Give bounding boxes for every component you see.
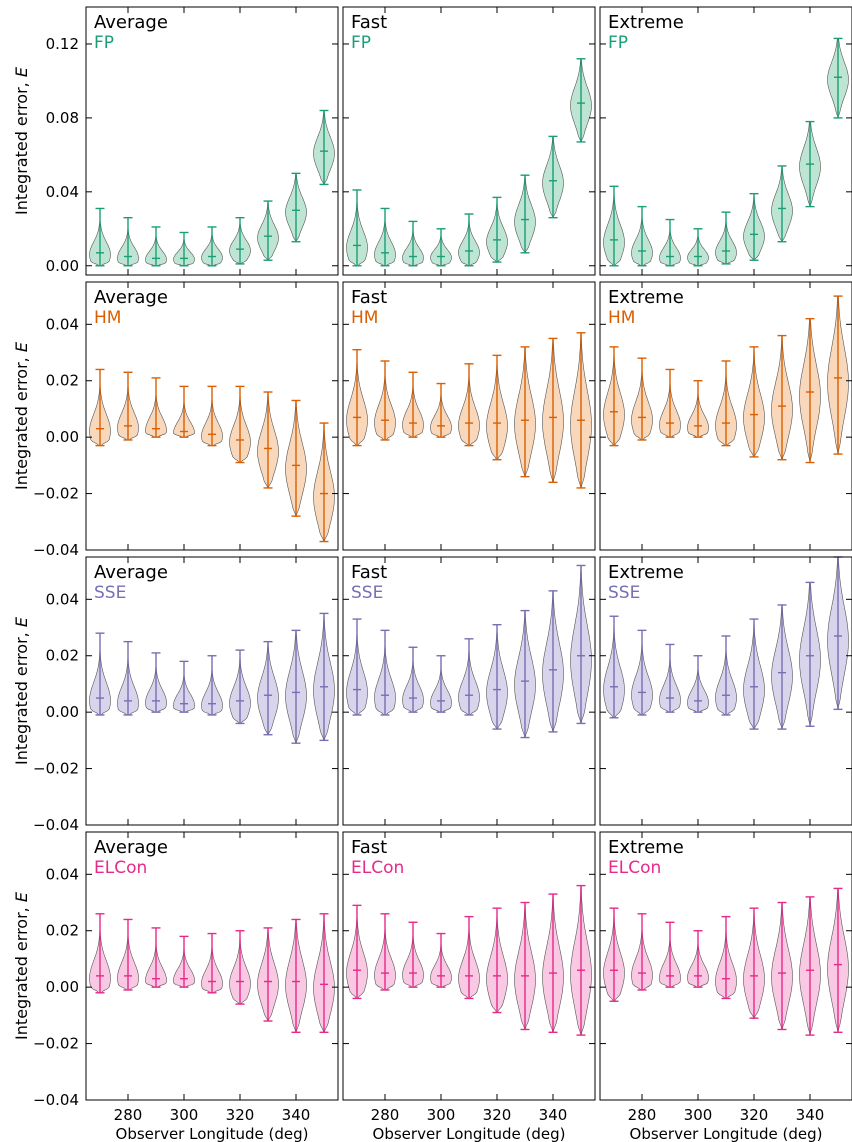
model-label: ELCon [351, 858, 404, 878]
scenario-label: Average [94, 12, 168, 33]
y-axis-label: Integrated error, E [12, 341, 31, 490]
x-tick-label: 320 [226, 1106, 255, 1124]
panel-frame [342, 281, 596, 551]
panel-frame [85, 281, 339, 551]
y-tick-label: 0.08 [46, 109, 79, 127]
scenario-label: Average [94, 837, 168, 858]
scenario-label: Extreme [608, 12, 684, 33]
y-tick-label: −0.04 [33, 1091, 79, 1109]
x-tick-label: 320 [740, 1106, 769, 1124]
x-tick-label: 300 [684, 1106, 713, 1124]
model-label: FP [608, 33, 628, 53]
y-tick-label: 0.02 [46, 372, 79, 390]
scenario-label: Extreme [608, 562, 684, 583]
y-axis-label-variable: E [12, 66, 31, 77]
x-axis-label: Observer Longitude (deg) [373, 1125, 566, 1142]
x-axis-label: Observer Longitude (deg) [630, 1125, 823, 1142]
model-label: SSE [94, 583, 126, 603]
y-axis-label-text: Integrated error, [12, 352, 31, 490]
panel-frame [599, 831, 852, 1101]
y-axis-label-variable: E [12, 891, 31, 902]
y-tick-label: 0.12 [46, 35, 79, 53]
model-label: HM [94, 308, 121, 328]
y-axis-label: Integrated error, E [12, 616, 31, 765]
model-label: ELCon [608, 858, 661, 878]
scenario-label: Fast [351, 562, 387, 583]
y-tick-label: 0.00 [46, 428, 79, 446]
model-label: ELCon [94, 858, 147, 878]
y-axis-label-text: Integrated error, [12, 902, 31, 1040]
panel-frame [342, 556, 596, 826]
y-tick-label: 0.04 [46, 183, 79, 201]
y-tick-label: −0.02 [33, 1035, 79, 1053]
scenario-label: Extreme [608, 837, 684, 858]
model-label: HM [608, 308, 635, 328]
x-tick-label: 340 [282, 1106, 311, 1124]
y-tick-label: 0.04 [46, 865, 79, 883]
y-tick-label: 0.02 [46, 647, 79, 665]
panel-frame [599, 281, 852, 551]
scenario-label: Fast [351, 837, 387, 858]
y-axis-label: Integrated error, E [12, 66, 31, 215]
x-tick-label: 300 [427, 1106, 456, 1124]
x-tick-label: 280 [371, 1106, 400, 1124]
panel-grid: 0.000.040.080.12AverageFPFastFPExtremeFP… [12, 6, 852, 1142]
scenario-label: Extreme [608, 287, 684, 308]
panel-frame [85, 556, 339, 826]
model-label: SSE [351, 583, 383, 603]
x-tick-label: 340 [539, 1106, 568, 1124]
scenario-label: Fast [351, 287, 387, 308]
y-tick-label: 0.02 [46, 922, 79, 940]
panel-elcon-average: −0.04 −0.02 0.00 0.02 0.04 280 300 320 340 Averag… [33, 831, 339, 1142]
x-tick-label: 320 [483, 1106, 512, 1124]
y-axis-label-variable: E [12, 616, 31, 627]
y-tick-label: −0.04 [33, 816, 79, 834]
model-label: HM [351, 308, 378, 328]
panel-frame [342, 6, 596, 276]
y-axis-label-variable: E [12, 341, 31, 352]
y-tick-label: 0.04 [46, 315, 79, 333]
panel-frame [599, 556, 852, 826]
panel-frame [342, 831, 596, 1101]
y-tick-label: 0.00 [46, 703, 79, 721]
y-tick-label: 0.00 [46, 257, 79, 275]
x-tick-label: 280 [628, 1106, 657, 1124]
model-label: FP [351, 33, 371, 53]
scenario-label: Average [94, 287, 168, 308]
y-axis-label-text: Integrated error, [12, 627, 31, 765]
panel-frame [599, 6, 852, 276]
scenario-label: Average [94, 562, 168, 583]
model-label: SSE [608, 583, 640, 603]
panel-frame [85, 831, 339, 1101]
y-tick-label: −0.02 [33, 485, 79, 503]
scenario-label: Fast [351, 12, 387, 33]
panel-frame [85, 6, 339, 276]
y-tick-label: 0.00 [46, 978, 79, 996]
y-tick-label: −0.04 [33, 541, 79, 559]
x-tick-label: 280 [114, 1106, 143, 1124]
y-tick-label: 0.04 [46, 590, 79, 608]
model-label: FP [94, 33, 114, 53]
x-axis-label: Observer Longitude (deg) [116, 1125, 309, 1142]
x-tick-label: 300 [170, 1106, 199, 1124]
y-tick-label: −0.02 [33, 760, 79, 778]
y-axis-label-text: Integrated error, [12, 77, 31, 215]
x-tick-label: 340 [796, 1106, 825, 1124]
y-axis-label: Integrated error, E [12, 891, 31, 1040]
